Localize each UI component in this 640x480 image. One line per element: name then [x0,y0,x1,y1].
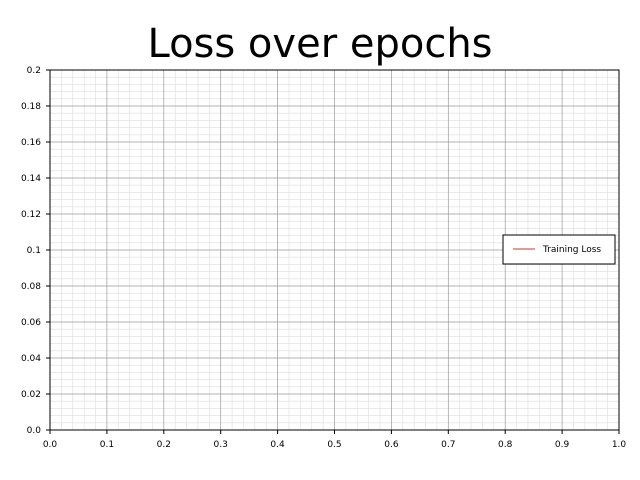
y-tick-label: 0.02 [21,390,41,400]
x-tick-label: 0.1 [100,440,114,450]
x-tick-label: 0.7 [441,440,455,450]
x-tick-label: 0.2 [157,440,171,450]
y-tick-label: 0.14 [21,174,41,184]
x-tick-label: 0.5 [327,440,341,450]
x-tick-label: 0.8 [498,440,513,450]
y-tick-label: 0.06 [21,318,41,328]
y-tick-label: 0.18 [21,102,41,112]
x-tick-label: 1.0 [612,440,627,450]
x-axis: 0.0 0.1 0.2 0.3 0.4 0.5 0.6 0.7 0.8 0.9 1.0 [43,430,627,450]
y-tick-label: 0.2 [27,66,41,76]
x-tick-label: 0.0 [43,440,58,450]
y-tick-label: 0.1 [27,246,41,256]
y-tick-label: 0.12 [21,210,41,220]
y-tick-label: 0.08 [21,282,41,292]
legend: Training Loss [502,234,616,265]
x-tick-label: 0.9 [555,440,570,450]
chart-title: Loss over epochs [147,21,492,67]
y-tick-label: 0.04 [21,354,41,364]
x-tick-label: 0.3 [214,440,228,450]
legend-label-training-loss: Training Loss [542,245,601,255]
x-tick-label: 0.4 [270,440,285,450]
y-tick-label: 0.0 [27,426,42,436]
x-tick-label: 0.6 [384,440,399,450]
y-tick-label: 0.16 [21,138,41,148]
y-axis: 0.0 0.02 0.04 0.06 0.08 0.1 0.12 0.14 0.16 0.18 0.… [21,66,50,436]
